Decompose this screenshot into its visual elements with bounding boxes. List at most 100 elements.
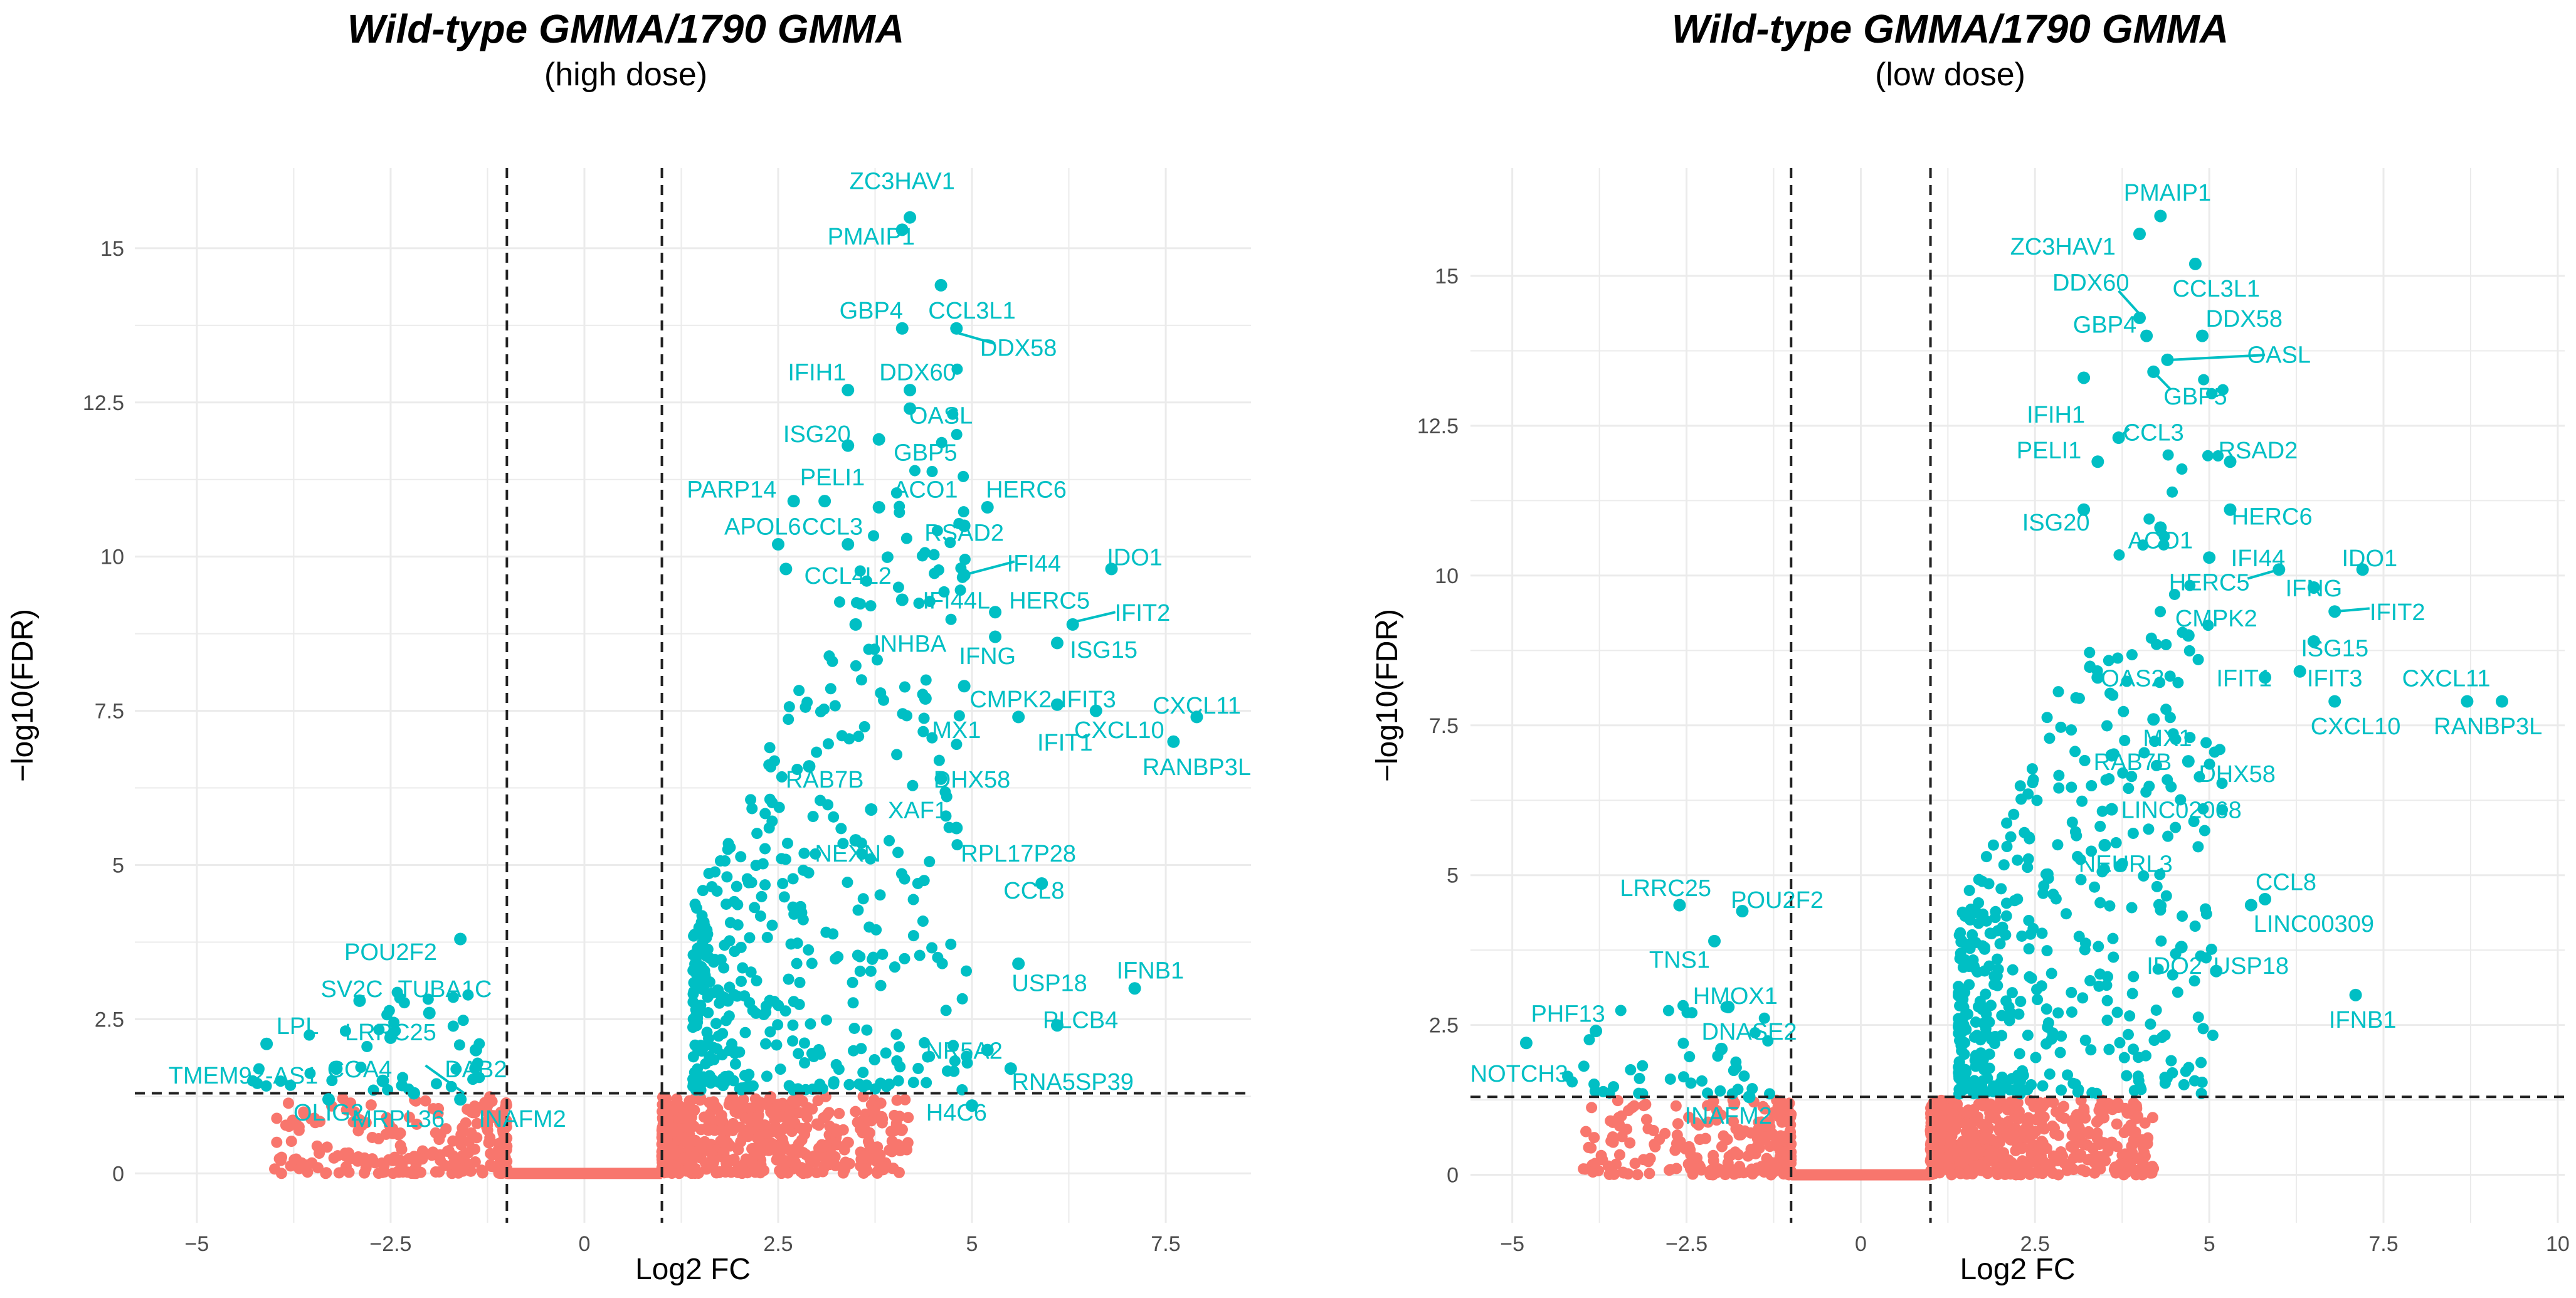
nonsignificant-point	[718, 1164, 730, 1176]
significant-point	[820, 1014, 832, 1026]
significant-point	[692, 942, 704, 954]
significant-point	[912, 1062, 924, 1074]
nonsignificant-point	[1716, 1141, 1728, 1153]
significant-point	[304, 1067, 316, 1079]
x-tick-label: 0	[1855, 1232, 1867, 1256]
nonsignificant-point	[282, 1097, 294, 1109]
significant-point	[2102, 971, 2114, 983]
nonsignificant-point	[1927, 1138, 1939, 1150]
significant-point	[922, 1051, 934, 1063]
significant-point	[2121, 675, 2133, 687]
significant-point	[2079, 1034, 2091, 1046]
significant-point	[2084, 974, 2096, 986]
nonsignificant-point	[776, 1155, 788, 1167]
significant-point	[2202, 620, 2214, 631]
nonsignificant-point	[2000, 1167, 2012, 1179]
significant-point	[890, 487, 902, 499]
significant-point	[2022, 862, 2034, 873]
significant-point	[920, 674, 932, 686]
panel-title-low-dose: Wild-type GMMA/1790 GMMA (low dose)	[1324, 4, 2576, 95]
significant-point	[2159, 1077, 2171, 1089]
significant-point	[2155, 606, 2167, 618]
nonsignificant-point	[765, 1141, 777, 1153]
gene-label: COA4	[327, 1057, 392, 1083]
significant-point	[1978, 965, 1990, 977]
chart-title: Wild-type GMMA/1790 GMMA	[347, 6, 905, 51]
nonsignificant-point	[1583, 1141, 1595, 1153]
significant-point	[2069, 826, 2081, 838]
significant-point	[2151, 880, 2163, 892]
nonsignificant-point	[876, 1111, 888, 1122]
nonsignificant-point	[463, 1136, 475, 1148]
significant-point	[1686, 1007, 1698, 1019]
significant-point	[2121, 1070, 2133, 1082]
nonsignificant-point	[1702, 1116, 1714, 1128]
significant-point	[1758, 1012, 1770, 1024]
significant-point	[918, 875, 930, 887]
significant-point	[894, 1061, 906, 1073]
significant-point	[2047, 889, 2059, 900]
nonsignificant-point	[775, 1166, 787, 1178]
significant-point	[843, 1079, 855, 1090]
gene-label: DHX58	[934, 767, 1011, 793]
significant-point	[2205, 943, 2217, 955]
nonsignificant-point	[383, 1154, 395, 1166]
significant-point	[750, 860, 762, 872]
significant-point	[938, 586, 950, 598]
gene-point	[2244, 899, 2257, 912]
gene-point	[1128, 982, 1141, 995]
significant-point	[2162, 774, 2173, 786]
significant-point	[926, 942, 938, 954]
significant-point	[687, 988, 699, 1000]
significant-point	[772, 1019, 784, 1031]
significant-point	[2196, 1076, 2208, 1088]
significant-point	[694, 978, 705, 990]
gene-label: IDO2	[2146, 953, 2202, 979]
nonsignificant-point	[1711, 1114, 1723, 1126]
significant-point	[2015, 996, 2027, 1008]
significant-point	[1954, 1035, 1966, 1047]
gene-point	[895, 593, 909, 606]
gene-label: RSAD2	[2219, 438, 2298, 464]
significant-point	[2045, 968, 2057, 979]
significant-point	[2053, 769, 2065, 781]
gene-label: OASL	[2247, 342, 2311, 368]
nonsignificant-point	[1692, 1119, 1704, 1131]
gene-point	[2105, 803, 2118, 816]
nonsignificant-point	[774, 1099, 786, 1111]
significant-point	[724, 935, 736, 947]
significant-point	[759, 843, 771, 855]
gene-label: HERC5	[1009, 588, 1090, 615]
nonsignificant-point	[449, 1159, 461, 1171]
gene-point	[1736, 905, 1749, 918]
nonsignificant-point	[1699, 1132, 1711, 1144]
labeled-points: ZC3HAV1 PMAIP1 GBP4 CCL3L1 DDX58 IFIH1 DDX60 OA…	[169, 169, 1251, 1132]
significant-point	[761, 931, 773, 943]
significant-point	[783, 714, 794, 726]
nonsignificant-point	[483, 1137, 495, 1149]
significant-point	[2094, 820, 2106, 832]
significant-point	[760, 1038, 772, 1050]
nonsignificant-point	[886, 1135, 898, 1147]
gene-point	[1050, 698, 1064, 711]
nonsignificant-point	[2019, 1162, 2030, 1174]
significant-point	[2022, 1029, 2034, 1041]
nonsignificant-point	[699, 1111, 710, 1123]
significant-point	[450, 1063, 462, 1075]
y-tick-label: 2.5	[1429, 1014, 1459, 1038]
nonsignificant-point	[818, 1141, 830, 1153]
significant-point	[2168, 588, 2180, 600]
significant-point	[462, 989, 474, 1001]
significant-point	[2202, 450, 2214, 462]
nonsignificant-point	[1764, 1121, 1776, 1133]
nonsignificant-point	[1613, 1112, 1625, 1124]
nonsignificant-point	[752, 1100, 764, 1112]
nonsignificant-point	[2027, 1139, 2039, 1151]
nonsignificant-point	[430, 1127, 441, 1139]
significant-point	[2143, 780, 2155, 792]
significant-point	[2052, 839, 2064, 851]
significant-point	[720, 1015, 732, 1026]
y-tick-label: 15	[1435, 265, 1459, 288]
significant-point	[2101, 995, 2113, 1006]
nonsignificant-point	[1758, 1166, 1770, 1178]
